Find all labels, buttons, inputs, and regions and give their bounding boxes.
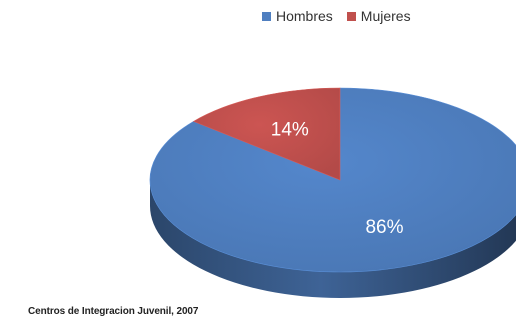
- pie-slice-mujeres: [192, 87, 341, 181]
- legend-item-mujeres: Mujeres: [346, 8, 411, 24]
- chart-source-caption: Centros de Integracion Juvenil, 2007: [28, 306, 199, 317]
- legend-item-hombres: Hombres: [262, 8, 333, 24]
- data-label-mujeres: 14%: [271, 119, 309, 140]
- chart-legend: Hombres Mujeres: [262, 8, 411, 24]
- legend-label-hombres: Hombres: [276, 8, 333, 24]
- legend-swatch-mujeres: [346, 11, 356, 21]
- legend-swatch-hombres: [262, 11, 271, 21]
- data-label-hombres: 86%: [365, 217, 403, 238]
- pie-slice-hombres: [149, 87, 516, 273]
- pie-side-hombres: [150, 180, 516, 298]
- legend-label-mujeres: Mujeres: [360, 8, 411, 24]
